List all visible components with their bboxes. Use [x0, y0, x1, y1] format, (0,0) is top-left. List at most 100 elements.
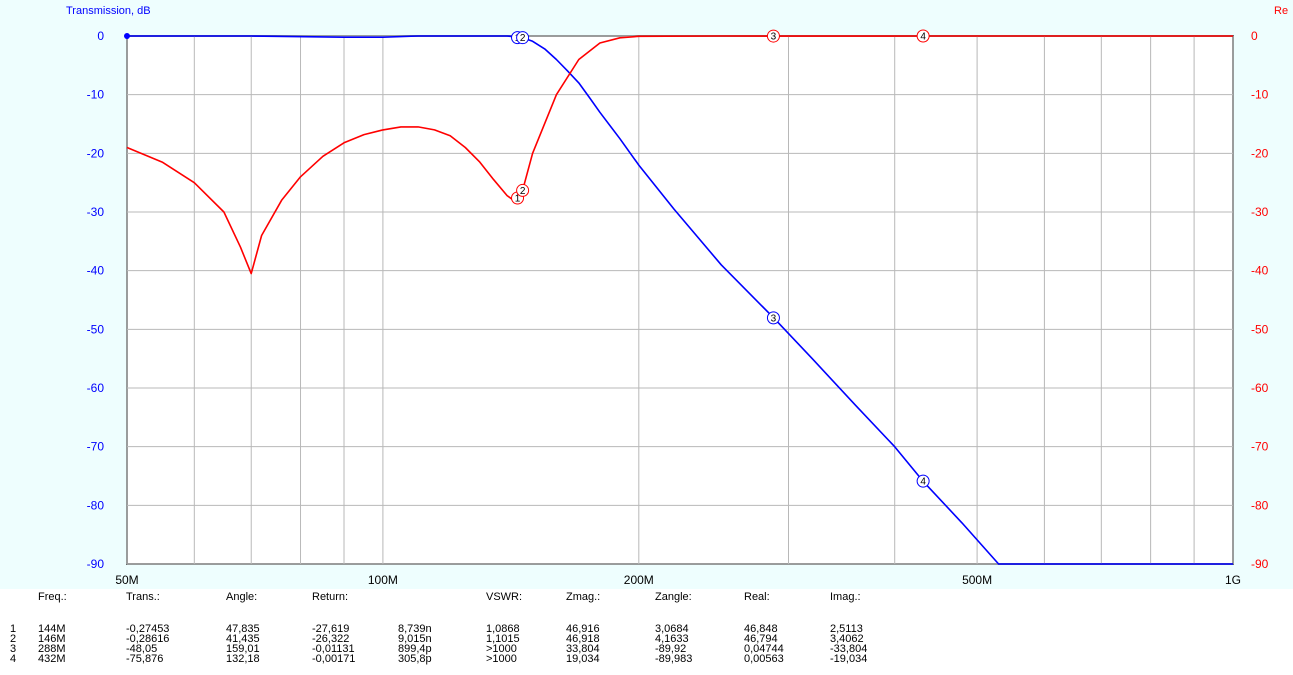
table-cell: 46,794	[744, 633, 778, 645]
y-tick-label-left: -40	[87, 264, 105, 278]
table-cell: -89,983	[655, 653, 693, 665]
y-tick-label-right: -80	[1251, 498, 1269, 512]
marker-4-label: 4	[920, 477, 926, 488]
y-tick-label-left: -50	[87, 322, 105, 336]
table-cell: -19,034	[830, 653, 868, 665]
return-loss-line	[126, 35, 1233, 275]
grid-lines	[126, 35, 1234, 565]
x-tick-label: 50M	[115, 573, 138, 587]
y-tick-label-left: -20	[87, 146, 105, 160]
table-cell: 144M	[38, 623, 66, 635]
y-tick-label-right: -50	[1251, 322, 1269, 336]
table-cell: 1,0868	[486, 623, 520, 635]
marker-2-circle	[516, 31, 530, 45]
table-cell: 3,4062	[830, 633, 864, 645]
plot-area	[126, 35, 1234, 565]
table-cell: 9,015n	[398, 633, 432, 645]
left-axis-label: Transmission, dB	[66, 5, 151, 17]
y-tick-label-right: 0	[1251, 29, 1258, 43]
table-cell: 47,835	[226, 623, 260, 635]
table-cell: 4,1633	[655, 633, 689, 645]
y-tick-label-right: -20	[1251, 146, 1269, 160]
table-cell: 8,739n	[398, 623, 432, 635]
transmission-chart: 0 -10 -20 -30 -40 -50 -60 -70 -80 -90 0 -10 -20 -30 -…	[0, 0, 1293, 589]
table-cell: -0,01131	[312, 643, 355, 655]
table-cell: 899,4p	[398, 643, 432, 655]
table-cell: 0,04744	[744, 643, 784, 655]
series-lines	[124, 33, 1233, 565]
table-cell: -27,619	[312, 623, 350, 635]
table-cell: 46,918	[566, 633, 600, 645]
table-header: VSWR:	[486, 591, 523, 603]
table-cell: 1	[10, 623, 17, 635]
table-header: Freq.:	[38, 591, 67, 603]
series-start-point	[124, 33, 130, 39]
y-tick-label-right: -10	[1251, 88, 1269, 102]
table-cell: -0,27453	[126, 623, 170, 635]
table-cell: -26,322	[312, 633, 350, 645]
table-cell: -48,05	[126, 643, 158, 655]
marker-2-label: 2	[520, 33, 526, 44]
table-header: Zangle:	[655, 591, 692, 603]
table-cell: >1000	[486, 643, 517, 655]
table-cell: 132,18	[226, 653, 260, 665]
table-cell: 2	[10, 633, 17, 645]
table-cell: >1000	[486, 653, 517, 665]
table-cell: 159,01	[226, 643, 260, 655]
marker-4-circle	[916, 29, 930, 43]
table-cell: -89,92	[655, 643, 687, 655]
table-cell: 46,848	[744, 623, 778, 635]
table-cell: 3	[10, 643, 17, 655]
table-cell: 33,804	[566, 643, 600, 655]
y-tick-label-left: -80	[87, 498, 105, 512]
marker-3-label: 3	[771, 32, 777, 43]
table-cell: 19,034	[566, 653, 600, 665]
left-axis-ticks: 0 -10 -20 -30 -40 -50 -60 -70 -80 -90	[87, 29, 105, 571]
x-tick-label: 200M	[624, 573, 654, 587]
table-cell: 146M	[38, 633, 66, 645]
y-tick-label-left: -90	[87, 557, 105, 571]
y-tick-label-left: -30	[87, 205, 105, 219]
x-tick-label: 1G	[1225, 573, 1241, 587]
table-header: Angle:	[226, 591, 258, 603]
table-cell: 432M	[38, 653, 66, 665]
marker-4-circle	[916, 474, 930, 488]
marker-3-circle	[766, 29, 780, 43]
y-tick-label-left: -10	[87, 88, 105, 102]
table-header: Return:	[312, 591, 349, 603]
marker-2-label: 2	[520, 186, 526, 197]
table-header: Zmag.:	[566, 591, 601, 603]
marker-3-label: 3	[771, 313, 777, 324]
table-cell: 288M	[38, 643, 66, 655]
marker-4-label: 4	[920, 32, 926, 43]
table-cell: -75,876	[126, 653, 164, 665]
table-cell: 3,0684	[655, 623, 689, 635]
y-tick-label-left: -60	[87, 381, 105, 395]
table-header: Trans.:	[126, 591, 160, 603]
y-tick-label-right: -70	[1251, 440, 1269, 454]
table-cell: 1,1015	[486, 633, 520, 645]
table-cell: -0,28616	[126, 633, 170, 645]
marker-1-label: 1	[515, 194, 521, 205]
x-axis-ticks: 50M 100M 200M 500M 1G	[115, 573, 1241, 587]
y-tick-label-left: 0	[97, 29, 104, 43]
table-cell: 4	[10, 653, 17, 665]
table-cell: -33,804	[830, 643, 868, 655]
y-tick-label-right: -60	[1251, 381, 1269, 395]
marker-2-circle	[516, 183, 530, 197]
table-header: Imag.:	[830, 591, 861, 603]
x-tick-label: 500M	[962, 573, 992, 587]
table-cell: 46,916	[566, 623, 600, 635]
marker-3-circle	[766, 311, 780, 325]
y-tick-label-left: -70	[87, 440, 105, 454]
marker-points: 12341234	[511, 29, 930, 488]
y-tick-label-right: -90	[1251, 557, 1269, 571]
table-cell: 2,5113	[830, 623, 863, 635]
right-axis-label: Re	[1274, 5, 1288, 17]
table-cell: 41,435	[226, 633, 260, 645]
table-cell: -0,00171	[312, 653, 356, 665]
right-axis-ticks: 0 -10 -20 -30 -40 -50 -60 -70 -80 -90	[1251, 29, 1269, 571]
table-cell: 0,00563	[744, 653, 784, 665]
y-tick-label-right: -40	[1251, 264, 1269, 278]
marker-readout-table: Freq.: Trans.: Angle: Return: VSWR: Zmag.: Zan…	[0, 589, 1293, 675]
